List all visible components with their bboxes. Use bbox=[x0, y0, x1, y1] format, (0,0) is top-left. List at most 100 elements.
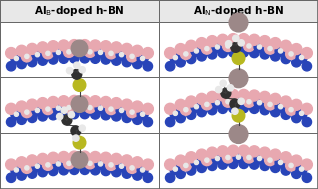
Circle shape bbox=[226, 100, 230, 104]
Circle shape bbox=[98, 106, 103, 110]
Circle shape bbox=[73, 136, 86, 149]
Circle shape bbox=[208, 105, 217, 115]
Circle shape bbox=[244, 40, 254, 51]
Circle shape bbox=[236, 99, 240, 104]
Circle shape bbox=[17, 115, 26, 124]
Circle shape bbox=[170, 52, 181, 63]
Circle shape bbox=[184, 108, 188, 112]
Circle shape bbox=[236, 155, 240, 159]
Text: Al$_{\rm N}$-doped h-BN: Al$_{\rm N}$-doped h-BN bbox=[193, 4, 284, 18]
Circle shape bbox=[221, 88, 231, 98]
Bar bbox=[0, 133, 159, 189]
Circle shape bbox=[218, 104, 227, 113]
Circle shape bbox=[122, 113, 132, 122]
Circle shape bbox=[32, 161, 43, 172]
Circle shape bbox=[208, 50, 217, 59]
Circle shape bbox=[270, 38, 281, 49]
Circle shape bbox=[14, 56, 18, 60]
Circle shape bbox=[67, 50, 71, 54]
Circle shape bbox=[186, 96, 197, 107]
Circle shape bbox=[196, 38, 207, 49]
Circle shape bbox=[186, 110, 196, 119]
Circle shape bbox=[120, 53, 124, 57]
Circle shape bbox=[217, 34, 228, 45]
Circle shape bbox=[215, 101, 219, 105]
Circle shape bbox=[116, 161, 127, 172]
Circle shape bbox=[165, 48, 176, 59]
Circle shape bbox=[143, 173, 153, 182]
Circle shape bbox=[180, 48, 191, 60]
Circle shape bbox=[218, 48, 227, 58]
Circle shape bbox=[16, 101, 27, 112]
Circle shape bbox=[176, 113, 185, 123]
Circle shape bbox=[194, 160, 198, 165]
Circle shape bbox=[281, 110, 291, 119]
Circle shape bbox=[247, 100, 251, 104]
Circle shape bbox=[79, 67, 85, 73]
Circle shape bbox=[238, 89, 249, 100]
Circle shape bbox=[230, 99, 240, 109]
Circle shape bbox=[229, 13, 248, 32]
Circle shape bbox=[91, 166, 100, 175]
Circle shape bbox=[121, 155, 132, 166]
Circle shape bbox=[6, 62, 16, 71]
Circle shape bbox=[180, 160, 191, 171]
Circle shape bbox=[259, 91, 270, 102]
Circle shape bbox=[275, 46, 286, 57]
Circle shape bbox=[296, 108, 307, 119]
Circle shape bbox=[130, 54, 134, 58]
Bar bbox=[159, 22, 318, 77]
Circle shape bbox=[32, 105, 43, 116]
Circle shape bbox=[95, 103, 106, 114]
Circle shape bbox=[111, 42, 122, 53]
Circle shape bbox=[175, 44, 186, 55]
Circle shape bbox=[228, 145, 239, 156]
Circle shape bbox=[141, 168, 145, 172]
Text: Al$_{\rm B}$-doped h-BN: Al$_{\rm B}$-doped h-BN bbox=[34, 4, 125, 18]
Circle shape bbox=[279, 160, 283, 165]
Circle shape bbox=[229, 159, 238, 169]
Circle shape bbox=[280, 152, 291, 163]
Circle shape bbox=[223, 40, 233, 51]
Circle shape bbox=[254, 97, 265, 108]
Circle shape bbox=[291, 44, 302, 55]
Circle shape bbox=[137, 109, 148, 120]
Circle shape bbox=[292, 113, 301, 123]
Circle shape bbox=[116, 105, 127, 116]
Circle shape bbox=[207, 36, 218, 47]
Circle shape bbox=[80, 109, 89, 119]
Circle shape bbox=[260, 50, 269, 59]
Circle shape bbox=[141, 56, 145, 60]
Circle shape bbox=[59, 54, 68, 63]
Circle shape bbox=[112, 112, 121, 121]
Circle shape bbox=[95, 158, 106, 169]
Circle shape bbox=[196, 93, 207, 104]
Bar bbox=[159, 133, 318, 189]
Circle shape bbox=[244, 152, 254, 163]
Circle shape bbox=[42, 48, 53, 59]
Circle shape bbox=[11, 164, 22, 175]
Circle shape bbox=[212, 97, 223, 108]
Circle shape bbox=[257, 156, 262, 161]
Circle shape bbox=[77, 105, 81, 109]
Circle shape bbox=[79, 125, 85, 131]
Circle shape bbox=[122, 57, 132, 67]
Circle shape bbox=[270, 149, 281, 160]
Circle shape bbox=[70, 109, 79, 119]
Circle shape bbox=[300, 167, 304, 171]
Circle shape bbox=[69, 40, 80, 51]
Circle shape bbox=[74, 46, 85, 57]
Circle shape bbox=[173, 56, 177, 60]
Circle shape bbox=[14, 168, 18, 172]
Circle shape bbox=[25, 166, 29, 170]
Circle shape bbox=[250, 160, 259, 169]
Circle shape bbox=[58, 40, 69, 51]
Circle shape bbox=[280, 96, 291, 107]
Circle shape bbox=[49, 55, 58, 64]
Circle shape bbox=[170, 108, 181, 119]
Circle shape bbox=[291, 155, 302, 166]
Circle shape bbox=[257, 101, 262, 105]
Circle shape bbox=[100, 152, 111, 163]
Circle shape bbox=[201, 43, 212, 54]
Circle shape bbox=[77, 50, 81, 54]
